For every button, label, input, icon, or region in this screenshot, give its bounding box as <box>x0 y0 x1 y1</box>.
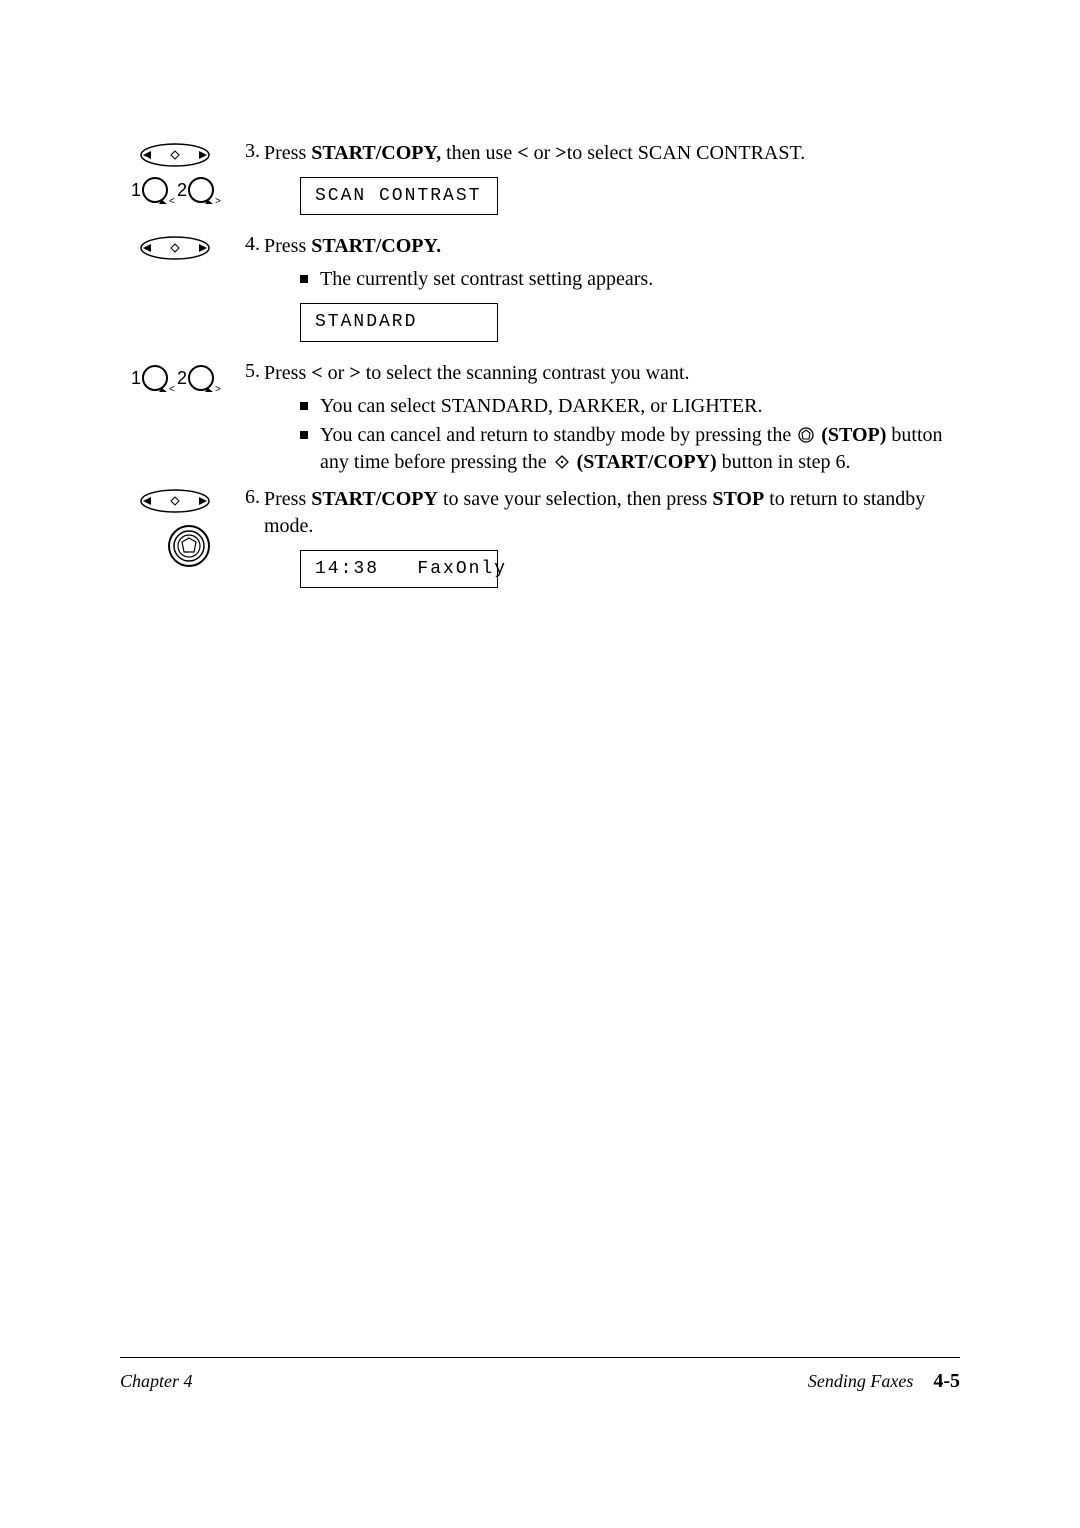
step-6-row: 6. Press START/COPY to save your selecti… <box>120 486 960 598</box>
text-fragment: Press <box>264 235 311 257</box>
lcd-display: STANDARD <box>300 303 498 341</box>
text-bold: < <box>311 362 322 384</box>
step-3-icons: 1 < 2 > <box>120 140 230 206</box>
text-bold: STOP <box>712 488 764 510</box>
text-bold: START/COPY, <box>311 142 441 164</box>
step-5-text: Press < or > to select the scanning cont… <box>264 360 960 478</box>
step-3-text: Press START/COPY, then use < or >to sele… <box>264 140 960 225</box>
start-inline-icon <box>554 454 570 470</box>
text-fragment: or <box>529 142 556 164</box>
start-copy-oval-icon <box>139 235 211 261</box>
step-4-icons <box>120 233 230 261</box>
dial-buttons-icon: 1 < 2 > <box>129 362 221 394</box>
svg-text:<: < <box>169 384 175 394</box>
bullet-item: You can select STANDARD, DARKER, or LIGH… <box>300 393 960 420</box>
bullet-square-icon <box>300 275 308 283</box>
bullet-text: You can select STANDARD, DARKER, or LIGH… <box>320 393 762 420</box>
text-bold: < <box>517 142 528 164</box>
text-fragment: Press <box>264 362 311 384</box>
text-fragment: to select SCAN CONTRAST. <box>567 142 806 164</box>
svg-text:>: > <box>215 384 221 394</box>
step-5-bullets: You can select STANDARD, DARKER, or LIGH… <box>300 393 960 476</box>
svg-text:2: 2 <box>177 180 187 200</box>
text-bold: START/COPY. <box>311 235 441 257</box>
bullet-item: You can cancel and return to standby mod… <box>300 422 960 476</box>
text-bold: (START/COPY) <box>577 451 717 473</box>
footer-section: Sending Faxes <box>808 1371 913 1392</box>
start-copy-oval-icon <box>139 142 211 168</box>
lcd-display: SCAN CONTRAST <box>300 177 498 215</box>
bullet-square-icon <box>300 402 308 410</box>
step-4-bullets: The currently set contrast setting appea… <box>300 266 960 293</box>
svg-text:2: 2 <box>177 368 187 388</box>
text-bold: > <box>349 362 360 384</box>
step-4-text: Press START/COPY. The currently set cont… <box>264 233 960 351</box>
step-number: 5. <box>230 360 264 383</box>
step-number: 6. <box>230 486 264 509</box>
step-number: 3. <box>230 140 264 163</box>
text-fragment: or <box>323 362 350 384</box>
manual-page: 1 < 2 > 3. Press START/COPY, then use < … <box>0 0 1080 1528</box>
text-fragment: Press <box>264 142 311 164</box>
step-6-text: Press START/COPY to save your selection,… <box>264 486 960 598</box>
text-bold: (STOP) <box>821 424 886 446</box>
text-fragment: to select the scanning contrast you want… <box>361 362 690 384</box>
text-fragment: to save your selection, then press <box>438 488 712 510</box>
text-fragment: Press <box>264 488 311 510</box>
step-4-row: 4. Press START/COPY. The currently set c… <box>120 233 960 351</box>
text-fragment: button in step 6. <box>717 451 851 473</box>
footer-chapter: Chapter 4 <box>120 1371 193 1392</box>
text-fragment: You can cancel and return to standby mod… <box>320 424 796 446</box>
bullet-text: You can cancel and return to standby mod… <box>320 422 960 476</box>
lcd-display: 14:38 FaxOnly <box>300 550 498 588</box>
svg-text:1: 1 <box>131 368 141 388</box>
text-fragment: then use <box>441 142 517 164</box>
step-5-row: 1 < 2 > 5. Press < or > to select the sc… <box>120 360 960 478</box>
svg-text:1: 1 <box>131 180 141 200</box>
step-number: 4. <box>230 233 264 256</box>
start-copy-oval-icon <box>139 488 211 514</box>
text-bold: START/COPY <box>311 488 438 510</box>
dial-buttons-icon: 1 < 2 > <box>129 174 221 206</box>
step-6-icons <box>120 486 230 568</box>
step-3-row: 1 < 2 > 3. Press START/COPY, then use < … <box>120 140 960 225</box>
bullet-square-icon <box>300 431 308 439</box>
stop-inline-icon <box>798 427 814 443</box>
footer-page-number: 4-5 <box>933 1370 960 1393</box>
page-footer: Chapter 4 Sending Faxes 4-5 <box>120 1357 960 1393</box>
bullet-item: The currently set contrast setting appea… <box>300 266 960 293</box>
step-5-icons: 1 < 2 > <box>120 360 230 394</box>
svg-text:>: > <box>215 196 221 206</box>
text-bold: > <box>555 142 566 164</box>
stop-button-icon <box>167 524 211 568</box>
svg-text:<: < <box>169 196 175 206</box>
bullet-text: The currently set contrast setting appea… <box>320 266 653 293</box>
